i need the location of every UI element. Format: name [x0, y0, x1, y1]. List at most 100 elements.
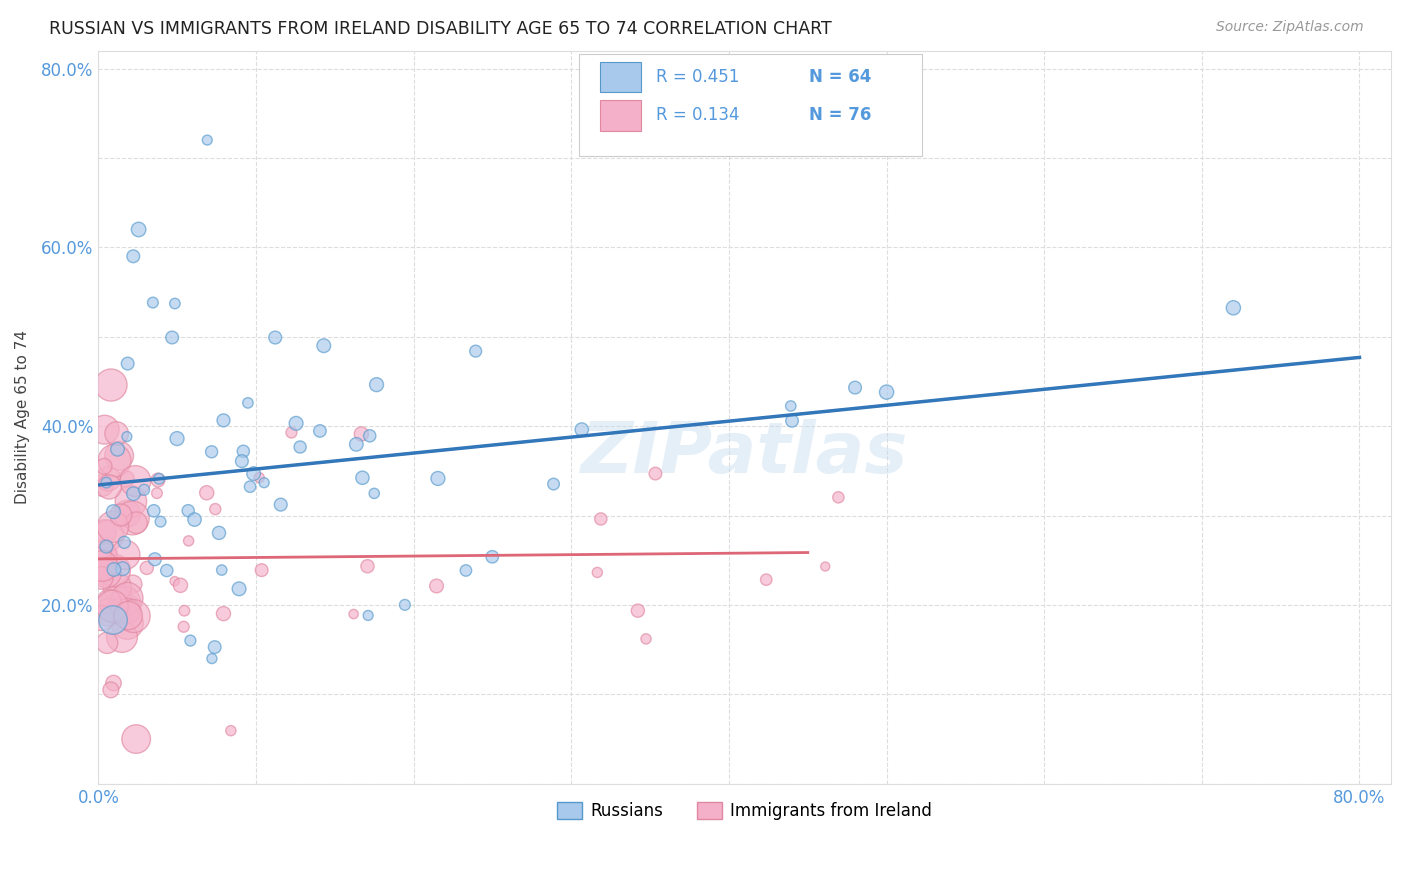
FancyBboxPatch shape — [600, 62, 641, 93]
Point — [125, 516, 148, 530]
Point — [96, 475, 118, 490]
Point — [100, 378, 122, 392]
Point — [124, 474, 146, 488]
Point — [195, 485, 218, 500]
Point — [93, 524, 115, 539]
Point — [142, 295, 165, 310]
Point — [177, 533, 200, 548]
Point — [103, 505, 125, 519]
Point — [143, 552, 166, 566]
Point — [394, 598, 416, 612]
Point — [117, 591, 139, 605]
Point — [425, 579, 447, 593]
Point — [163, 296, 186, 310]
Point — [163, 574, 186, 589]
Point — [366, 377, 388, 392]
Point — [586, 566, 609, 580]
Text: RUSSIAN VS IMMIGRANTS FROM IRELAND DISABILITY AGE 65 TO 74 CORRELATION CHART: RUSSIAN VS IMMIGRANTS FROM IRELAND DISAB… — [49, 20, 832, 37]
Point — [122, 249, 145, 263]
Point — [250, 563, 273, 577]
FancyBboxPatch shape — [600, 100, 641, 130]
Point — [156, 564, 179, 578]
Point — [177, 504, 200, 518]
Text: N = 64: N = 64 — [810, 68, 872, 86]
Point — [117, 604, 139, 618]
Point — [219, 723, 242, 738]
Point — [571, 423, 593, 437]
Point — [117, 616, 139, 631]
Point — [350, 427, 373, 442]
Point — [231, 454, 253, 468]
Point — [122, 609, 145, 624]
Point — [357, 608, 380, 623]
Text: R = 0.134: R = 0.134 — [655, 106, 740, 124]
Point — [107, 442, 129, 457]
Point — [108, 449, 131, 463]
Text: N = 76: N = 76 — [810, 106, 872, 124]
Point — [634, 632, 657, 646]
Point — [103, 564, 125, 578]
Point — [110, 508, 132, 522]
Point — [90, 611, 112, 625]
Point — [211, 563, 233, 577]
Point — [142, 504, 165, 518]
Point — [90, 571, 112, 585]
Point — [344, 437, 367, 451]
Y-axis label: Disability Age 65 to 74: Disability Age 65 to 74 — [15, 330, 30, 504]
Point — [93, 549, 115, 563]
Point — [356, 559, 378, 574]
Point — [103, 562, 125, 576]
Point — [160, 330, 183, 344]
Point — [105, 580, 128, 594]
Point — [135, 561, 157, 575]
Point — [204, 640, 226, 654]
Point — [543, 477, 565, 491]
Point — [270, 498, 292, 512]
Point — [101, 613, 124, 627]
Text: Source: ZipAtlas.com: Source: ZipAtlas.com — [1216, 20, 1364, 34]
Point — [121, 577, 143, 591]
Point — [212, 607, 235, 621]
Point — [97, 605, 120, 619]
Point — [93, 459, 115, 474]
Point — [128, 222, 150, 236]
Point — [117, 357, 139, 371]
Point — [359, 429, 381, 443]
Point — [111, 586, 134, 600]
Point — [204, 502, 226, 516]
Point — [105, 596, 128, 610]
Point — [166, 432, 188, 446]
Point — [201, 444, 224, 458]
Point — [91, 569, 114, 583]
Point — [98, 594, 121, 608]
Point — [98, 480, 121, 494]
Point — [589, 512, 612, 526]
Point — [309, 424, 332, 438]
Point — [97, 472, 120, 486]
Point — [101, 519, 124, 533]
Point — [173, 604, 195, 618]
Point — [90, 548, 112, 562]
Text: ZIPatlas: ZIPatlas — [581, 419, 908, 488]
FancyBboxPatch shape — [579, 54, 922, 155]
Point — [253, 475, 276, 490]
Point — [104, 453, 127, 467]
Point — [93, 423, 115, 437]
Point — [464, 344, 486, 359]
Point — [780, 414, 803, 428]
Point — [103, 676, 125, 690]
Point — [115, 507, 138, 521]
Point — [125, 732, 148, 747]
Point — [101, 599, 124, 614]
Point — [108, 605, 131, 619]
Point — [114, 595, 136, 609]
Point — [146, 473, 169, 487]
Point — [363, 486, 385, 500]
Point — [239, 480, 262, 494]
Point — [117, 600, 139, 615]
Point — [173, 620, 195, 634]
Point — [115, 472, 138, 486]
Point — [212, 413, 235, 427]
Point — [280, 425, 302, 440]
Point — [312, 339, 335, 353]
